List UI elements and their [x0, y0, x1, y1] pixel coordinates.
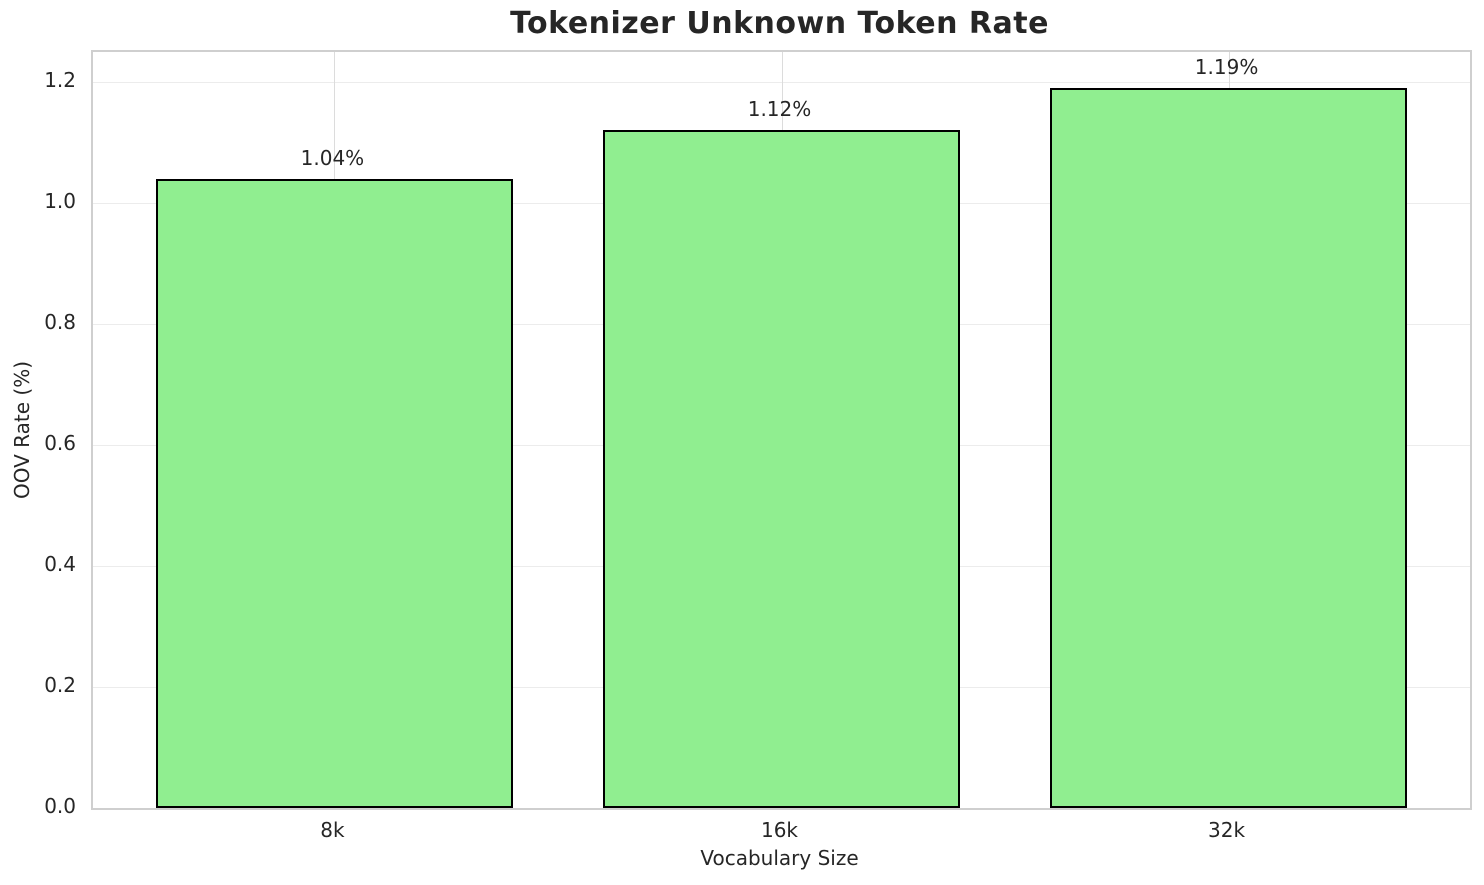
y-tick-label: 0.2 [44, 672, 76, 697]
bar [602, 130, 961, 808]
bar [155, 178, 514, 808]
y-tick-label: 1.0 [44, 188, 76, 213]
x-axis-label: Vocabulary Size [700, 846, 859, 870]
y-tick-label: 0.4 [44, 551, 76, 576]
y-tick-label: 0.0 [44, 794, 76, 818]
y-tick-label: 1.2 [44, 67, 76, 92]
y-axis-label: OOV Rate (%) [10, 361, 34, 499]
x-tick-label: 16k [760, 818, 799, 842]
chart-title: Tokenizer Unknown Token Rate [510, 6, 1049, 41]
x-tick-label: 8k [320, 818, 345, 842]
bar [1049, 88, 1408, 808]
plot-area [91, 50, 1472, 810]
x-tick-label: 32k [1208, 818, 1246, 842]
